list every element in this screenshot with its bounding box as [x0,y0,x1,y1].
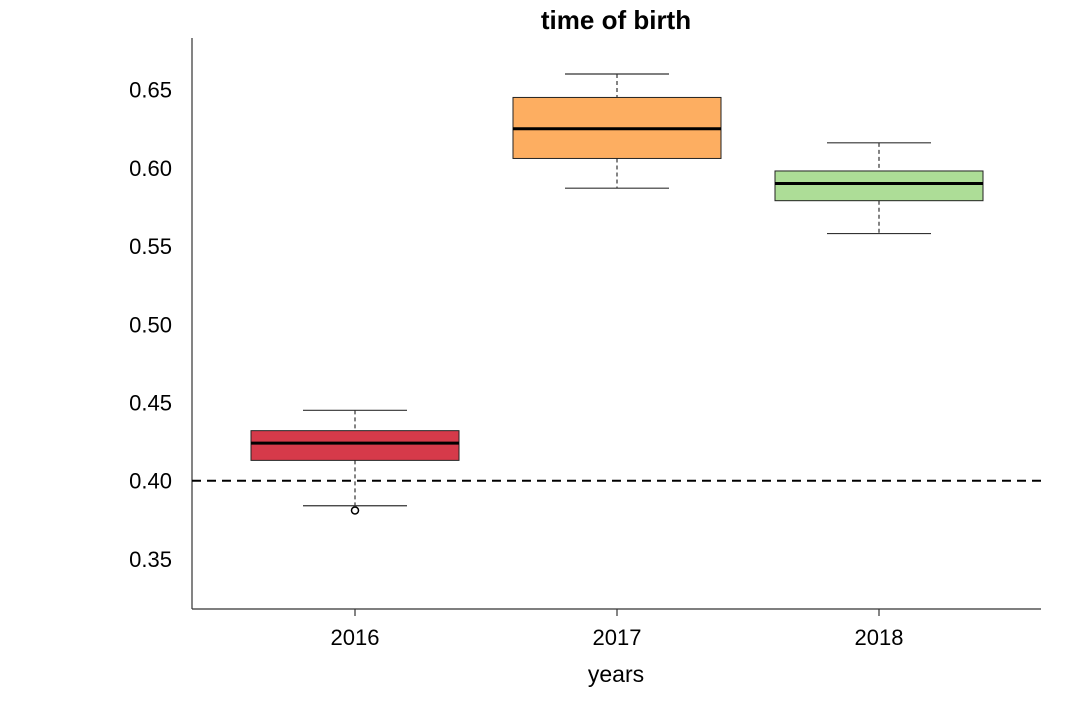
y-tick-label: 0.35 [129,547,172,572]
chart-title: time of birth [541,5,691,35]
y-axis: 0.35 0.40 0.45 0.50 0.55 0.60 0.65 [129,38,193,609]
y-tick-label: 0.45 [129,391,172,416]
box-2016 [250,409,460,515]
x-tick-label: 2017 [593,625,642,650]
x-tick-label: 2016 [331,625,380,650]
x-tick-label: 2018 [855,625,904,650]
y-tick-label: 0.65 [129,78,172,103]
x-axis-label: years [588,661,644,687]
y-tick-label: 0.50 [129,312,172,337]
box-2017 [512,73,722,189]
outlier-point [350,506,360,515]
x-axis: 2016 2017 2018 [192,608,1041,650]
box-2018 [774,142,984,235]
y-tick-label: 0.40 [129,469,172,494]
y-tick-label: 0.60 [129,156,172,181]
box-rect [250,430,460,461]
y-tick-label: 0.55 [129,234,172,259]
boxes-group [250,73,984,515]
box-rect [774,170,984,202]
